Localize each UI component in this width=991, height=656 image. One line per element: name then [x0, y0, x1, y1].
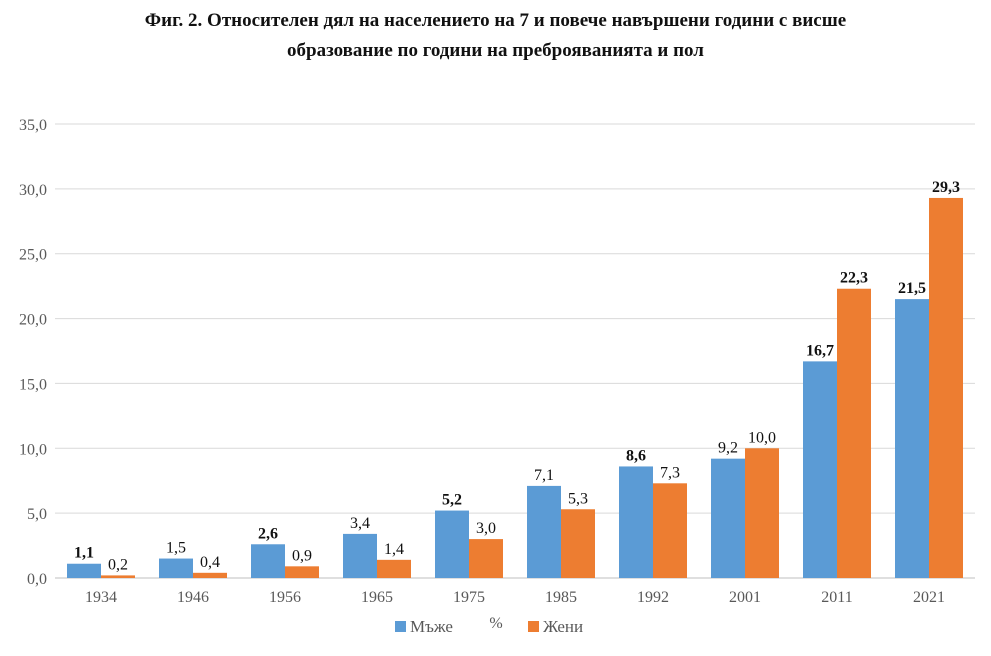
chart-title-line2: образование по години на преброяванията … [287, 40, 704, 61]
data-label: 5,2 [442, 492, 462, 509]
bar-women [469, 539, 503, 578]
legend-label-women: Жени [543, 617, 583, 636]
bar-women [193, 572, 227, 578]
y-tick-label: 20,0 [19, 312, 47, 329]
data-label: 9,2 [718, 440, 738, 457]
data-label: 1,1 [74, 545, 94, 562]
data-label: 1,5 [166, 540, 186, 557]
legend-swatch-women [528, 621, 539, 632]
bar-women [561, 509, 595, 578]
bar-men [435, 510, 469, 578]
data-label: 7,3 [660, 464, 680, 481]
x-tick-label: 1965 [361, 589, 393, 606]
y-tick-label: 25,0 [19, 247, 47, 264]
data-label: 21,5 [898, 280, 926, 297]
data-label: 3,0 [476, 520, 496, 537]
bar-men [159, 558, 193, 578]
x-tick-label: 1934 [85, 589, 117, 606]
data-label: 1,4 [384, 541, 404, 558]
data-label: 8,6 [626, 447, 646, 464]
x-tick-label: 1992 [637, 589, 669, 606]
bar-men [527, 485, 561, 578]
bar-women [745, 448, 779, 578]
bar-men [803, 361, 837, 578]
bar-women [101, 575, 135, 578]
x-tick-label: 2021 [913, 589, 945, 606]
bar-women [837, 288, 871, 578]
chart-title-line1: Фиг. 2. Относителен дял на населението н… [144, 10, 847, 31]
bar-men [343, 533, 377, 578]
bar-men [251, 544, 285, 578]
data-label: 16,7 [806, 342, 834, 359]
y-axis-unit: % [489, 615, 502, 632]
data-label: 10,0 [748, 429, 776, 446]
data-label: 0,4 [200, 554, 220, 571]
data-label: 7,1 [534, 467, 554, 484]
y-tick-label: 10,0 [19, 441, 47, 458]
data-label: 5,3 [568, 490, 588, 507]
data-label: 0,2 [108, 556, 128, 573]
bar-women [285, 566, 319, 578]
bar-women [653, 483, 687, 578]
y-tick-label: 0,0 [27, 571, 47, 588]
data-label: 2,6 [258, 525, 278, 542]
data-label: 0,9 [292, 547, 312, 564]
bar-men [711, 458, 745, 578]
x-tick-label: 2011 [821, 589, 852, 606]
bar-men [619, 466, 653, 578]
y-tick-label: 5,0 [27, 506, 47, 523]
legend-swatch-men [395, 621, 406, 632]
bar-men [895, 299, 929, 578]
bar-men [67, 563, 101, 578]
x-tick-label: 1946 [177, 589, 209, 606]
bar-women [377, 559, 411, 578]
y-tick-label: 15,0 [19, 376, 47, 393]
x-tick-label: 2001 [729, 589, 761, 606]
legend-label-men: Мъже [410, 617, 453, 636]
x-tick-label: 1975 [453, 589, 485, 606]
chart-title: Фиг. 2. Относителен дял на населението н… [0, 6, 991, 66]
data-label: 29,3 [932, 179, 960, 196]
bar-women [929, 197, 963, 579]
y-tick-label: 35,0 [19, 117, 47, 134]
x-tick-label: 1956 [269, 589, 301, 606]
y-tick-label: 30,0 [19, 182, 47, 199]
data-label: 22,3 [840, 270, 868, 287]
data-label: 3,4 [350, 515, 370, 532]
x-tick-label: 1985 [545, 589, 577, 606]
